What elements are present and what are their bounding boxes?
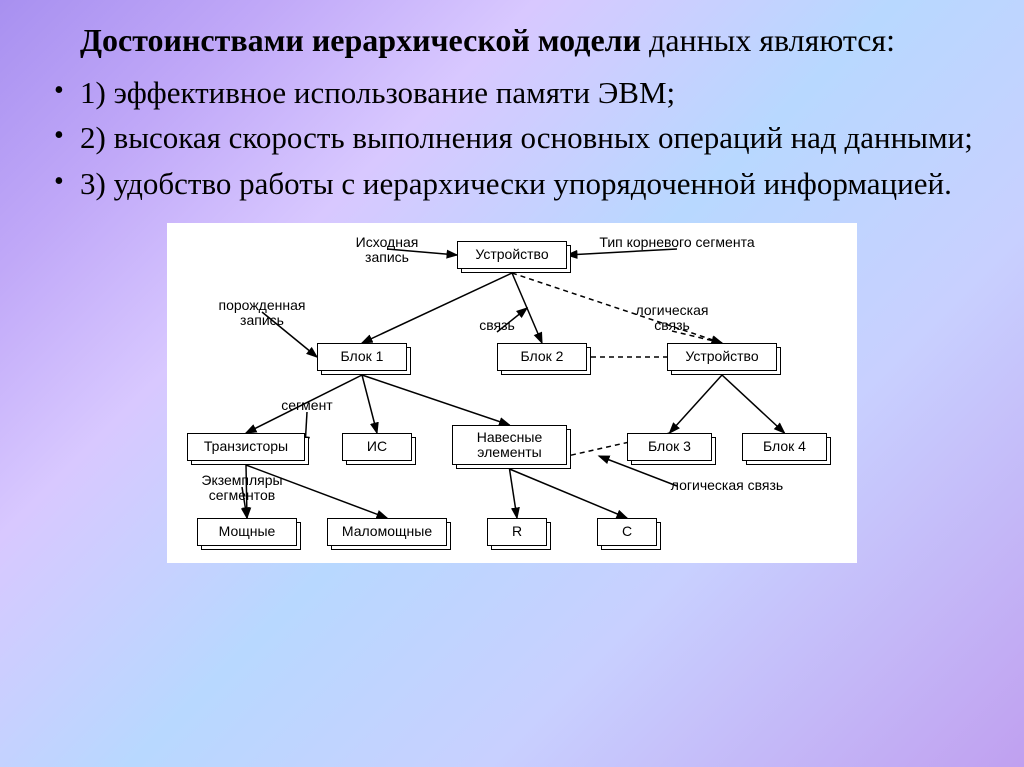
slide-title: Достоинствами иерархической модели данны… — [80, 20, 974, 62]
diagram-node: Устройство — [667, 343, 777, 371]
diagram-node: R — [487, 518, 547, 546]
diagram-node: Блок 2 — [497, 343, 587, 371]
diagram-node: Транзисторы — [187, 433, 305, 461]
slide: Достоинствами иерархической модели данны… — [0, 0, 1024, 767]
diagram-label: Тип корневого сегмента — [597, 235, 757, 250]
diagram-label: логическая связь — [657, 478, 797, 493]
diagram-label: связь — [467, 318, 527, 333]
bullet-list: 1) эффективное использование памяти ЭВМ;… — [50, 72, 974, 206]
diagram-node: Блок 1 — [317, 343, 407, 371]
diagram-label: порожденная запись — [202, 298, 322, 327]
diagram-label: логическая связь — [617, 303, 727, 332]
diagram-label: сегмент — [267, 398, 347, 413]
diagram-node: Блок 3 — [627, 433, 712, 461]
title-rest: данных являются: — [641, 22, 895, 58]
diagram-node: ИС — [342, 433, 412, 461]
diagram-node: Навесные элементы — [452, 425, 567, 465]
bullet-item: 1) эффективное использование памяти ЭВМ; — [50, 72, 974, 114]
diagram-node: C — [597, 518, 657, 546]
diagram-node: Мощные — [197, 518, 297, 546]
diagram-label: Экземпляры сегментов — [177, 473, 307, 502]
diagram-label: Исходная запись — [337, 235, 437, 264]
diagram-node: Маломощные — [327, 518, 447, 546]
diagram-node: Устройство — [457, 241, 567, 269]
hierarchy-diagram: Устройство Блок 1 Блок 2 Устройство Транзист… — [167, 223, 857, 563]
title-bold: Достоинствами иерархической модели — [80, 22, 641, 58]
bullet-item: 3) удобство работы с иерархически упоряд… — [50, 163, 974, 205]
diagram-node: Блок 4 — [742, 433, 827, 461]
bullet-item: 2) высокая скорость выполнения основных … — [50, 117, 974, 159]
